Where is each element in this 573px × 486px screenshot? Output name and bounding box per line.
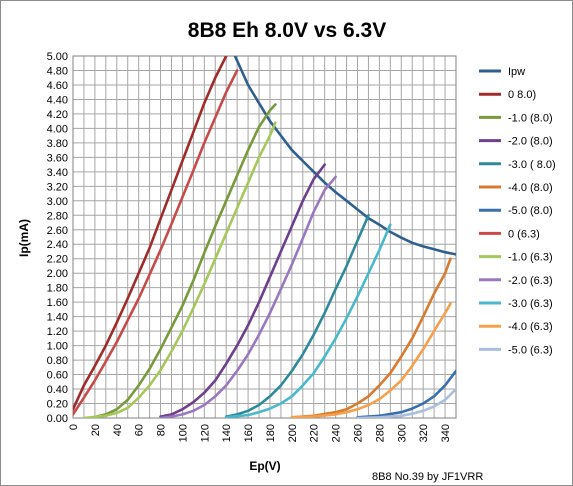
legend-label-11: -4.0 (6.3) [508,321,553,333]
series-line-7 [73,69,239,416]
x-axis-label: Ep(V) [249,459,280,473]
x-tick-label: 320 [418,424,430,442]
legend-label-12: -5.0 (6.3) [508,344,553,356]
y-tick-label: 1.40 [47,312,68,324]
series-line-2 [89,103,277,418]
legend-label-6: -5.0 (8.0) [508,205,553,217]
y-tick-label: 4.20 [47,109,68,121]
y-tick-label: 1.60 [47,297,68,309]
y-tick-label: 1.80 [47,283,68,295]
y-axis-label: Ip(mA) [17,219,31,257]
x-tick-label: 240 [331,424,343,442]
y-tick-label: 3.40 [47,167,68,179]
y-tick-label: 2.20 [47,254,68,266]
x-tick-label: 300 [396,424,408,442]
y-tick-label: 2.60 [47,225,68,237]
y-tick-label: 1.20 [47,326,68,338]
x-tick-label: 260 [353,424,365,442]
x-tick-label: 160 [243,424,255,442]
series-line-12 [356,387,456,418]
y-tick-label: 0.20 [47,399,68,411]
x-tick-label: 120 [199,424,211,442]
legend-label-9: -2.0 (6.3) [508,275,553,287]
y-tick-label: 2.80 [47,210,68,222]
y-tick-label: 2.40 [47,239,68,251]
series-line-6 [356,369,456,418]
y-tick-label: 0.80 [47,355,68,367]
series-line-4 [224,214,370,418]
chart-title: 8B8 Eh 8.0V vs 6.3V [188,19,386,42]
y-tick-label: 3.80 [47,138,68,150]
y-tick-label: 3.20 [47,181,68,193]
y-tick-label: 4.80 [47,65,68,77]
footer-credit: 8B8 No.39 by JF1VRR [372,471,483,483]
y-tick-label: 3.60 [47,152,68,164]
y-tick-label: 2.00 [47,268,68,280]
y-tick-label: 4.40 [47,94,68,106]
x-axis-ticks: 0 20 40 60 80 100 120 140 160 180 200 220 240 260 280 3… [68,424,452,442]
y-tick-label: 0.00 [47,413,68,425]
y-tick-label: 4.00 [47,123,68,135]
x-tick-label: 80 [156,424,168,436]
series-line-5 [290,257,452,418]
x-tick-label: 140 [221,424,233,442]
x-tick-label: 280 [374,424,386,442]
x-tick-label: 340 [440,424,452,442]
legend-label-10: -3.0 (6.3) [508,298,553,310]
series-line-11 [290,302,452,418]
legend-label-7: 0 (6.3) [508,228,540,240]
y-tick-label: 4.60 [47,80,68,92]
series-line-1 [73,56,228,411]
legend-label-5: -4.0 (8.0) [508,182,553,194]
plot-area-border [72,55,457,419]
y-tick-label: 0.60 [47,370,68,382]
series-line-10 [224,223,392,418]
x-tick-label: 20 [90,424,102,436]
series-line-8 [82,121,277,418]
x-tick-label: 220 [309,424,321,442]
x-tick-label: 180 [265,424,277,442]
x-tick-label: 60 [134,424,146,436]
x-tick-label: 200 [287,424,299,442]
x-tick-label: 100 [177,424,189,442]
x-tick-label: 40 [112,424,124,436]
legend-label-1: 0 8.0) [508,89,536,101]
legend: Ipw 0 8.0) -1.0 (8.0) -2.0 (8.0) -3.0 ( 8.0)… [479,66,556,356]
series-layer [73,56,456,418]
legend-label-8: -1.0 (6.3) [508,252,553,264]
series-line-9 [159,175,337,418]
y-tick-label: 0.40 [47,384,68,396]
y-tick-label: 1.00 [47,341,68,353]
legend-label-4: -3.0 ( 8.0) [508,159,556,171]
x-tick-label: 0 [68,424,80,430]
y-axis-ticks: 0.00 0.20 0.40 0.60 0.80 1.00 1.20 1.40 1.60 1.80… [47,51,68,425]
series-line-3 [159,163,327,418]
legend-label-0: Ipw [508,66,525,78]
y-tick-label: 3.00 [47,196,68,208]
legend-label-3: -2.0 (8.0) [508,136,553,148]
y-tick-label: 5.00 [47,51,68,63]
legend-label-2: -1.0 (8.0) [508,112,553,124]
